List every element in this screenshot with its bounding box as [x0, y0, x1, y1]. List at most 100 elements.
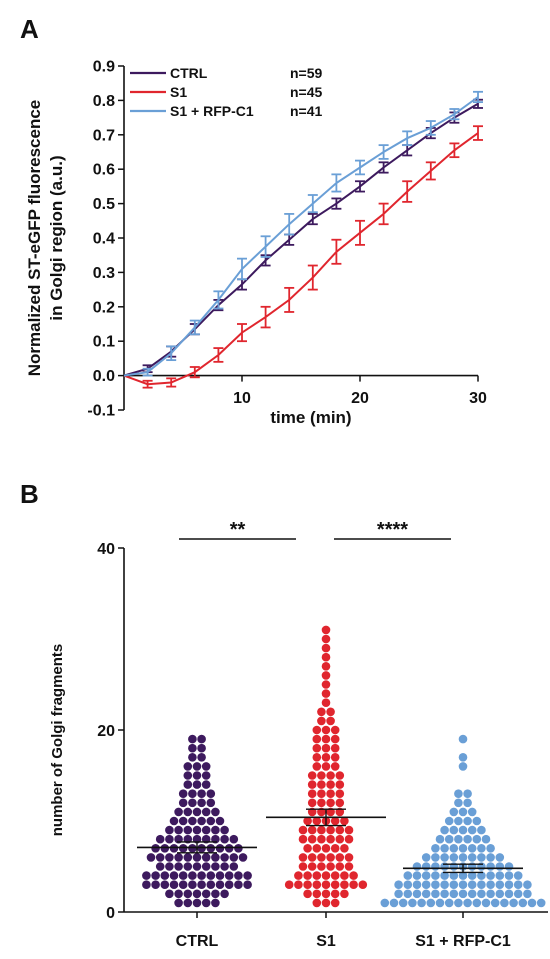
data-point-s1	[312, 816, 322, 826]
data-point-s1-rfp-c1	[440, 889, 449, 899]
data-point-s1-rfp-c1	[394, 889, 403, 899]
data-point-ctrl	[192, 762, 202, 771]
data-point-s1	[330, 880, 340, 889]
data-point-s1	[312, 880, 322, 889]
data-point-s1-rfp-c1	[412, 862, 422, 871]
data-point-s1-rfp-c1	[486, 862, 495, 871]
data-point-s1-rfp-c1	[527, 898, 537, 908]
data-point-s1-rfp-c1	[444, 816, 454, 826]
data-point-s1-rfp-c1	[504, 880, 514, 889]
data-point-s1	[307, 798, 317, 808]
data-point-s1	[326, 862, 335, 871]
data-point-s1-rfp-c1	[504, 889, 514, 899]
data-point-ctrl	[178, 789, 188, 798]
data-point-s1-rfp-c1	[467, 825, 477, 835]
data-point-s1	[335, 825, 345, 835]
data-point-s1	[321, 698, 331, 707]
data-point-s1	[321, 753, 331, 762]
data-point-s1	[303, 889, 312, 899]
data-point-s1-rfp-c1	[472, 816, 482, 826]
data-point-ctrl	[229, 834, 239, 844]
data-point-ctrl	[192, 825, 202, 835]
data-point-ctrl	[234, 880, 243, 889]
data-point-s1-rfp-c1	[449, 862, 459, 871]
data-point-s1	[294, 880, 303, 889]
data-point-s1	[321, 725, 331, 735]
data-point-s1-rfp-c1	[477, 880, 486, 889]
data-point-ctrl	[183, 807, 193, 817]
significance-label: **	[230, 519, 246, 541]
data-point-s1-rfp-c1	[509, 898, 518, 908]
data-point-s1	[307, 825, 317, 835]
data-point-s1	[335, 780, 345, 789]
data-point-s1	[330, 871, 340, 880]
data-point-s1-rfp-c1	[477, 889, 486, 899]
chart-a-y-label-line-2: in Golgi region (a.u.)	[47, 155, 66, 320]
data-point-ctrl	[178, 871, 188, 880]
data-point-ctrl	[238, 853, 248, 862]
data-point-s1	[303, 871, 312, 880]
data-point-s1-rfp-c1	[398, 898, 408, 908]
data-point-ctrl	[178, 880, 188, 889]
data-point-ctrl	[192, 898, 202, 908]
data-point-ctrl	[211, 889, 220, 899]
data-point-ctrl	[197, 844, 206, 853]
data-point-ctrl	[215, 816, 225, 826]
data-point-ctrl	[192, 862, 202, 871]
data-point-s1	[330, 753, 340, 762]
data-point-s1	[317, 798, 326, 808]
data-point-ctrl	[165, 889, 174, 899]
data-point-ctrl	[183, 771, 193, 780]
data-point-s1	[340, 889, 349, 899]
data-point-ctrl	[155, 853, 165, 862]
points-ctrl	[142, 734, 252, 908]
data-point-s1-rfp-c1	[467, 862, 477, 871]
data-point-ctrl	[155, 834, 165, 844]
chart-a-y-tick-label: 0.3	[93, 265, 115, 282]
data-point-s1-rfp-c1	[458, 853, 468, 862]
data-point-s1	[303, 844, 312, 853]
data-point-ctrl	[224, 880, 234, 889]
data-point-s1-rfp-c1	[495, 871, 505, 880]
data-point-ctrl	[174, 862, 183, 871]
chart-b-x-ticks: CTRL S1 S1 + RFP-C1	[176, 912, 511, 950]
chart-a-y-tick-label: 0.6	[93, 162, 115, 179]
data-point-s1-rfp-c1	[467, 844, 477, 853]
data-point-s1-rfp-c1	[449, 889, 459, 899]
legend-n-s1: n=45	[290, 84, 323, 100]
series-s1	[123, 125, 483, 389]
data-point-s1	[330, 762, 340, 771]
data-point-ctrl	[197, 789, 206, 798]
data-point-s1	[307, 789, 317, 798]
data-point-ctrl	[165, 834, 174, 844]
legend-label-s1: S1	[170, 84, 187, 100]
data-point-ctrl	[197, 798, 206, 808]
chart-a-x-tick-label: 10	[233, 390, 251, 407]
data-point-ctrl	[151, 871, 160, 880]
data-point-ctrl	[174, 807, 183, 817]
data-point-ctrl	[155, 862, 165, 871]
data-point-s1	[312, 871, 322, 880]
data-point-s1	[317, 780, 326, 789]
data-point-s1	[321, 889, 331, 899]
data-point-s1-rfp-c1	[523, 880, 532, 889]
data-point-s1-rfp-c1	[431, 862, 440, 871]
data-point-ctrl	[229, 862, 239, 871]
data-point-ctrl	[178, 816, 188, 826]
data-point-ctrl	[206, 880, 216, 889]
data-point-ctrl	[174, 853, 183, 862]
chart-a-y-tick-label: 0.7	[93, 127, 115, 144]
chart-a-y-ticks: -0.1 0.0 0.1 0.2 0.3 0.4 0.5 0.6 0.7 0.8 0.9	[87, 59, 124, 420]
data-point-s1	[335, 853, 345, 862]
data-point-ctrl	[146, 853, 156, 862]
data-point-s1	[335, 862, 345, 871]
data-point-ctrl	[169, 871, 179, 880]
chart-a-x-ticks: 10 20 30	[233, 375, 487, 407]
data-point-s1-rfp-c1	[431, 844, 440, 853]
data-point-ctrl	[220, 825, 229, 835]
data-point-s1-rfp-c1	[431, 889, 440, 899]
data-point-s1	[344, 853, 354, 862]
data-point-s1-rfp-c1	[449, 853, 459, 862]
data-point-ctrl	[224, 871, 234, 880]
data-point-ctrl	[165, 825, 174, 835]
